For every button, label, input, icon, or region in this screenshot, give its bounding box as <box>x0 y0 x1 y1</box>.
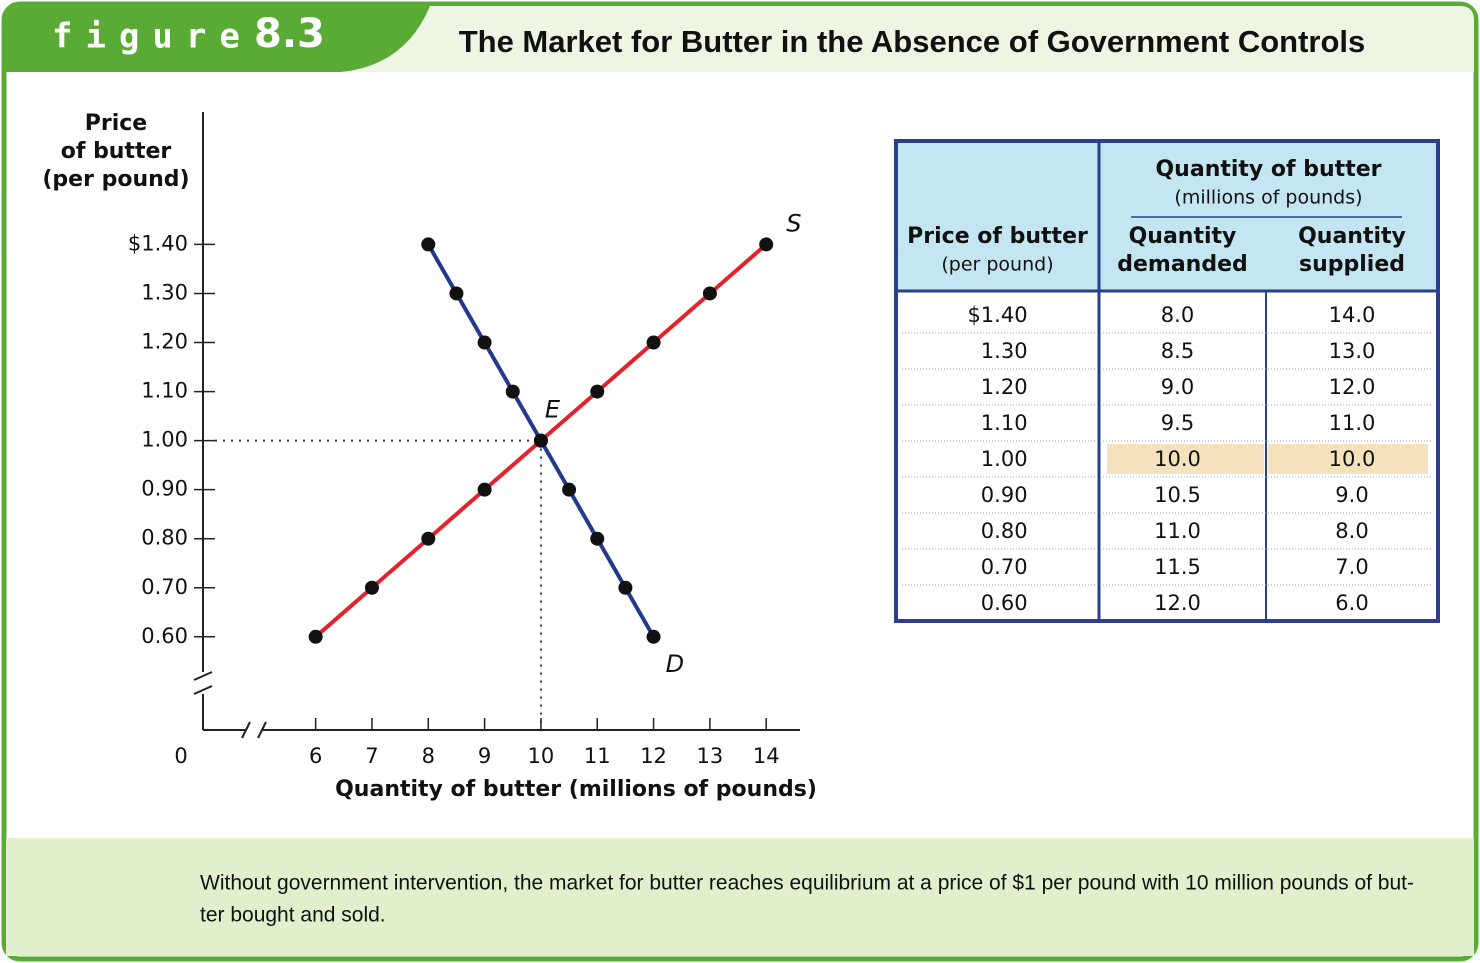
table-header: Quantity of butter <box>1155 157 1381 182</box>
y-tick-label: 1.30 <box>141 280 188 304</box>
axis-break <box>193 671 213 695</box>
y-axis-label: Price <box>85 111 147 136</box>
figure-number: 8.3 <box>254 11 325 57</box>
y-tick-label: 1.00 <box>141 428 188 452</box>
y-tick-label: $1.40 <box>128 231 188 255</box>
data-point <box>364 580 379 595</box>
x-tick-label: 11 <box>584 744 611 768</box>
data-point <box>646 629 661 644</box>
table-cell: 1.10 <box>981 411 1028 435</box>
data-point <box>562 482 577 497</box>
figure-tab <box>6 6 430 72</box>
table: Price of butter (per pound) Quantity of bu… <box>894 139 1440 623</box>
table-header-bg <box>896 141 1438 291</box>
axis-break <box>241 721 267 739</box>
x-tick-label: 7 <box>365 744 378 768</box>
table-cell: 10.0 <box>1154 447 1201 471</box>
table-cell: 0.60 <box>981 591 1028 615</box>
table-cell: 6.0 <box>1335 591 1368 615</box>
x-tick-label: 6 <box>309 744 322 768</box>
table-cell: 1.00 <box>981 447 1028 471</box>
x-tick-label: 9 <box>478 744 491 768</box>
table-header: Price of butter <box>907 224 1088 249</box>
data-point <box>477 335 492 350</box>
data-point <box>421 237 436 252</box>
table-cell: 0.80 <box>981 519 1028 543</box>
table-cell: 1.30 <box>981 339 1028 363</box>
x-tick-label: 13 <box>697 744 724 768</box>
table-cell: 9.0 <box>1335 483 1368 507</box>
table-header: supplied <box>1299 252 1405 277</box>
caption-band <box>6 838 1474 956</box>
y-tick-label: 0.70 <box>141 575 188 599</box>
chart: 0 Price of butter (per pound) Quantity of bu… <box>42 111 817 802</box>
y-axis-label: of butter <box>61 139 172 164</box>
origin-label: 0 <box>174 744 187 768</box>
table-cell: 10.5 <box>1154 483 1201 507</box>
table-cell: 10.0 <box>1329 447 1376 471</box>
data-point <box>618 580 633 595</box>
table-cell: 7.0 <box>1335 555 1368 579</box>
table-cell: $1.40 <box>967 303 1027 327</box>
y-tick-label: 0.80 <box>141 526 188 550</box>
table-cell: 9.5 <box>1161 411 1194 435</box>
data-point <box>421 531 436 546</box>
data-point <box>308 629 323 644</box>
data-point <box>449 286 464 301</box>
y-tick-label: 1.10 <box>141 379 188 403</box>
data-point <box>533 433 548 448</box>
table-header: Quantity <box>1129 224 1237 249</box>
x-tick-label: 8 <box>422 744 435 768</box>
x-tick-label: 10 <box>528 744 555 768</box>
table-cell: 8.0 <box>1335 519 1368 543</box>
series-label: D <box>666 650 684 678</box>
table-cell: 12.0 <box>1154 591 1201 615</box>
table-cell: 1.20 <box>981 375 1028 399</box>
highlight-cell <box>1268 444 1428 474</box>
table-header: Quantity <box>1298 224 1406 249</box>
equilibrium-label: E <box>545 396 561 424</box>
table-cell: 9.0 <box>1161 375 1194 399</box>
y-tick-label: 0.60 <box>141 624 188 648</box>
x-tick-label: 12 <box>640 744 667 768</box>
table-header: demanded <box>1117 252 1248 277</box>
figure-label: figure <box>52 17 253 57</box>
table-cell: 8.5 <box>1161 339 1194 363</box>
data-point <box>505 384 520 399</box>
data-point <box>702 286 717 301</box>
data-point <box>590 531 605 546</box>
data-point <box>759 237 774 252</box>
table-frame <box>894 139 1440 623</box>
caption-line: ter bought and sold. <box>200 904 386 927</box>
table-cell: 12.0 <box>1329 375 1376 399</box>
data-point <box>477 482 492 497</box>
caption-line: Without government intervention, the mar… <box>200 872 1414 895</box>
figure-title: The Market for Butter in the Absence of … <box>459 24 1366 59</box>
data-point <box>590 384 605 399</box>
table-cell: 11.0 <box>1154 519 1201 543</box>
table-cell: 11.0 <box>1329 411 1376 435</box>
table-cell: 11.5 <box>1154 555 1201 579</box>
x-tick-label: 14 <box>753 744 780 768</box>
table-header: (per pound) <box>941 254 1053 276</box>
table-header: (millions of pounds) <box>1174 187 1362 209</box>
table-cell: 0.90 <box>981 483 1028 507</box>
y-tick-label: 1.20 <box>141 330 188 354</box>
y-axis-label: (per pound) <box>42 167 189 192</box>
table-cell: 14.0 <box>1329 303 1376 327</box>
data-point <box>646 335 661 350</box>
series-label: S <box>786 209 801 237</box>
table-cell: 13.0 <box>1329 339 1376 363</box>
table-cell: 0.70 <box>981 555 1028 579</box>
y-tick-label: 0.90 <box>141 477 188 501</box>
highlight-cell <box>1107 444 1264 474</box>
table-cell: 8.0 <box>1161 303 1194 327</box>
x-axis-label: Quantity of butter (millions of pounds) <box>335 777 817 802</box>
